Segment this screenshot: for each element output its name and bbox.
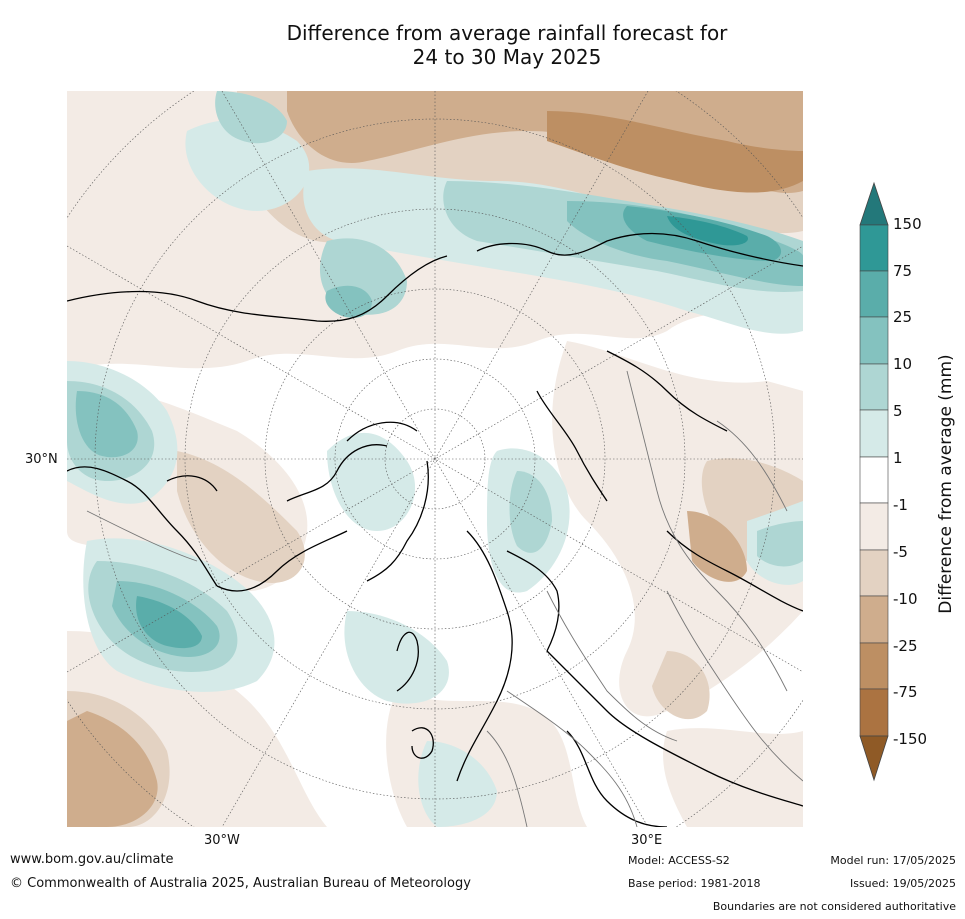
model-info: Model: ACCESS-S2 [628, 854, 730, 867]
colorbar-tick: 10 [893, 355, 913, 373]
boundary-disclaimer: Boundaries are not considered authoritat… [712, 900, 956, 913]
colorbar-band-wet-150 [859, 224, 889, 272]
colorbar-tick: 1 [893, 449, 903, 467]
title-line-1: Difference from average rainfall forecas… [286, 21, 728, 45]
colorbar-tick: 150 [893, 215, 922, 233]
wet-anomaly-extreme [667, 216, 748, 246]
colorbar-tick: -75 [893, 683, 918, 701]
copyright-notice: © Commonwealth of Australia 2025, Austra… [10, 876, 471, 891]
colorbar-title: Difference from average (mm) [936, 354, 956, 614]
colorbar-tick: -25 [893, 637, 918, 655]
dry-anomaly-very-strong [547, 111, 803, 193]
dry-anomaly-strong [67, 91, 803, 827]
rainfall-anomaly-map [67, 91, 803, 827]
colorbar-tick: -1 [893, 496, 908, 514]
colorbar-tick: -5 [893, 543, 908, 561]
map-svg [67, 91, 803, 827]
colorbar-wet-extension [859, 181, 889, 226]
colorbar-band-wet-5 [859, 409, 889, 458]
colorbar-band-wet-75 [859, 270, 889, 318]
lon-label-30w: 30°W [204, 833, 240, 848]
model-run-date: Model run: 17/05/2025 [830, 854, 956, 867]
colorbar-tick: -10 [893, 590, 918, 608]
colorbar-tick: 25 [893, 308, 913, 326]
graticule [67, 91, 803, 827]
colorbar-dry-extension [859, 735, 889, 782]
coastlines [67, 232, 803, 827]
colorbar-band-dry-5 [859, 549, 889, 597]
lat-label-30n: 30°N [25, 452, 58, 467]
country-boundaries [86, 370, 803, 827]
colorbar [859, 181, 889, 782]
colorbar-band-wet-10 [859, 363, 889, 411]
colorbar-tick: -150 [893, 730, 928, 748]
title-line-2: 24 to 30 May 2025 [412, 45, 602, 69]
colorbar-band-dry-10 [859, 595, 889, 644]
colorbar-tick: 5 [893, 402, 903, 420]
colorbar-band-dry-75 [859, 688, 889, 737]
website-link[interactable]: www.bom.gov.au/climate [10, 852, 174, 867]
issued-date: Issued: 19/05/2025 [849, 877, 956, 890]
colorbar-band-neutral [859, 456, 889, 504]
lon-label-30e: 30°E [631, 833, 663, 848]
colorbar-band-wet-25 [859, 316, 889, 365]
colorbar-band-dry-25 [859, 642, 889, 690]
base-period-info: Base period: 1981-2018 [628, 877, 761, 890]
colorbar-tick: 75 [893, 262, 913, 280]
map-title: Difference from average rainfall forecas… [0, 21, 965, 69]
colorbar-band-dry-1 [859, 502, 889, 551]
